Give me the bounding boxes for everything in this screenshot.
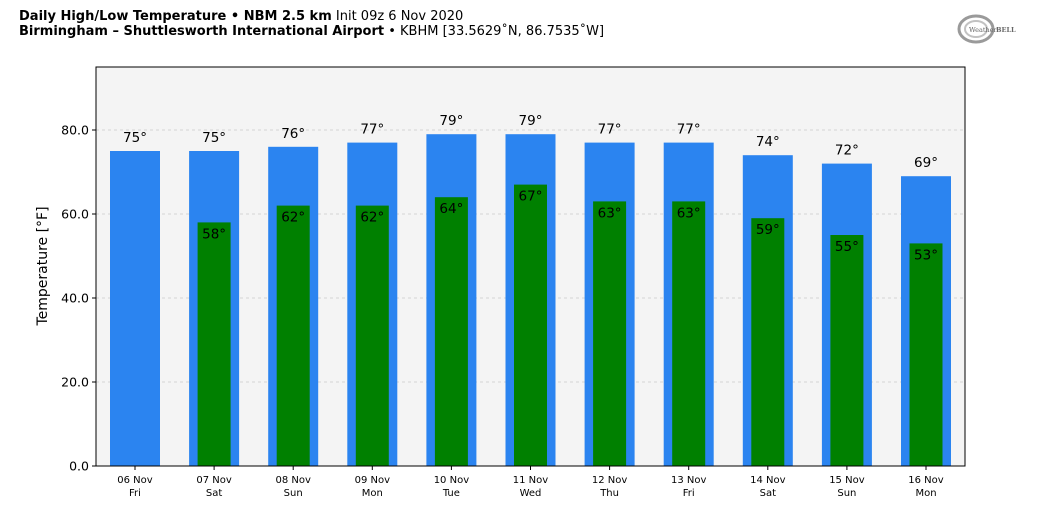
- low-temp-label: 67°: [519, 189, 543, 205]
- high-temp-label: 77°: [677, 122, 701, 138]
- low-temp-label: 55°: [835, 239, 859, 255]
- low-temp-label: 62°: [281, 210, 305, 226]
- y-tick-label: 0.0: [69, 459, 89, 474]
- x-tick-date: 11 Nov: [513, 475, 549, 486]
- low-temp-bar: [672, 201, 706, 466]
- logo-text-weather: Weather: [969, 26, 998, 34]
- x-tick-day: Thu: [599, 488, 619, 499]
- low-temp-bar: [514, 184, 547, 466]
- low-temp-label: 63°: [677, 205, 701, 221]
- high-temp-bar: [110, 151, 160, 466]
- low-temp-bar: [355, 205, 389, 466]
- x-tick-day: Fri: [129, 488, 141, 499]
- header-line-1: Daily High/Low Temperature • NBM 2.5 km …: [19, 9, 604, 24]
- header-title: Daily High/Low Temperature • NBM 2.5 km: [19, 9, 332, 24]
- weatherbell-logo: Weather BELL: [957, 14, 1016, 44]
- low-temp-label: 59°: [756, 222, 780, 238]
- x-tick-date: 16 Nov: [908, 475, 944, 486]
- x-tick-date: 12 Nov: [592, 475, 628, 486]
- low-temp-bar: [909, 243, 943, 466]
- y-tick-label: 80.0: [61, 123, 89, 138]
- low-temp-label: 53°: [914, 247, 938, 263]
- low-temp-bar: [197, 222, 231, 466]
- chart-header: Daily High/Low Temperature • NBM 2.5 km …: [19, 9, 604, 39]
- high-temp-label: 75°: [123, 130, 147, 146]
- x-axis: 06 Nov Fri 07 Nov Sat 08 Nov Sun 09 Nov Mon 10 N…: [117, 466, 944, 499]
- x-tick-date: 14 Nov: [750, 475, 786, 486]
- low-temp-bar: [751, 218, 785, 466]
- x-tick-day: Sat: [206, 488, 222, 499]
- x-tick-day: Fri: [683, 488, 695, 499]
- x-tick-day: Mon: [915, 488, 936, 499]
- x-tick-day: Sun: [837, 488, 856, 499]
- low-temp-bar: [593, 201, 627, 466]
- low-temp-label: 63°: [598, 205, 622, 221]
- low-temp-bar: [434, 197, 468, 466]
- x-tick-date: 09 Nov: [355, 475, 391, 486]
- x-tick-day: Tue: [442, 488, 460, 499]
- high-temp-label: 74°: [756, 134, 780, 150]
- x-tick-day: Wed: [520, 488, 542, 499]
- high-temp-label: 79°: [439, 113, 463, 129]
- low-temp-label: 58°: [202, 226, 226, 242]
- x-tick-day: Sat: [760, 488, 776, 499]
- header-init-time: Init 09z 6 Nov 2020: [335, 9, 464, 24]
- y-tick-label: 20.0: [61, 375, 89, 390]
- high-temp-label: 77°: [360, 122, 384, 138]
- header-station-name: Birmingham – Shuttlesworth International…: [19, 24, 385, 39]
- y-axis: 0.0 20.0 40.0 60.0 80.0: [61, 123, 96, 474]
- x-tick-date: 15 Nov: [829, 475, 865, 486]
- y-tick-label: 40.0: [61, 291, 89, 306]
- high-temp-label: 79°: [519, 113, 543, 129]
- x-tick-date: 08 Nov: [275, 475, 311, 486]
- high-temp-label: 76°: [281, 126, 305, 142]
- low-temp-bar: [830, 235, 864, 466]
- low-temp-bar: [276, 205, 310, 466]
- x-tick-date: 13 Nov: [671, 475, 707, 486]
- x-tick-day: Mon: [362, 488, 383, 499]
- y-tick-label: 60.0: [61, 207, 89, 222]
- x-tick-date: 07 Nov: [196, 475, 232, 486]
- x-tick-date: 06 Nov: [117, 475, 153, 486]
- header-station-coords: • KBHM [33.5629˚N, 86.7535˚W]: [388, 24, 605, 39]
- high-temp-label: 69°: [914, 155, 938, 171]
- bars: [110, 134, 951, 467]
- logo-text-bell: BELL: [996, 26, 1016, 34]
- high-temp-label: 75°: [202, 130, 226, 146]
- x-tick-day: Sun: [284, 488, 303, 499]
- low-temp-label: 64°: [439, 201, 463, 217]
- low-temp-label: 62°: [360, 210, 384, 226]
- header-line-2: Birmingham – Shuttlesworth International…: [19, 24, 604, 39]
- x-tick-date: 10 Nov: [434, 475, 470, 486]
- bar-labels: 75° 75° 76° 77° 79° 79° 77° 77° 74° 72° 69° 58° 62° 6…: [123, 113, 938, 263]
- y-axis-title: Temperature [°F]: [35, 206, 51, 326]
- high-temp-label: 77°: [598, 122, 622, 138]
- high-temp-label: 72°: [835, 143, 859, 159]
